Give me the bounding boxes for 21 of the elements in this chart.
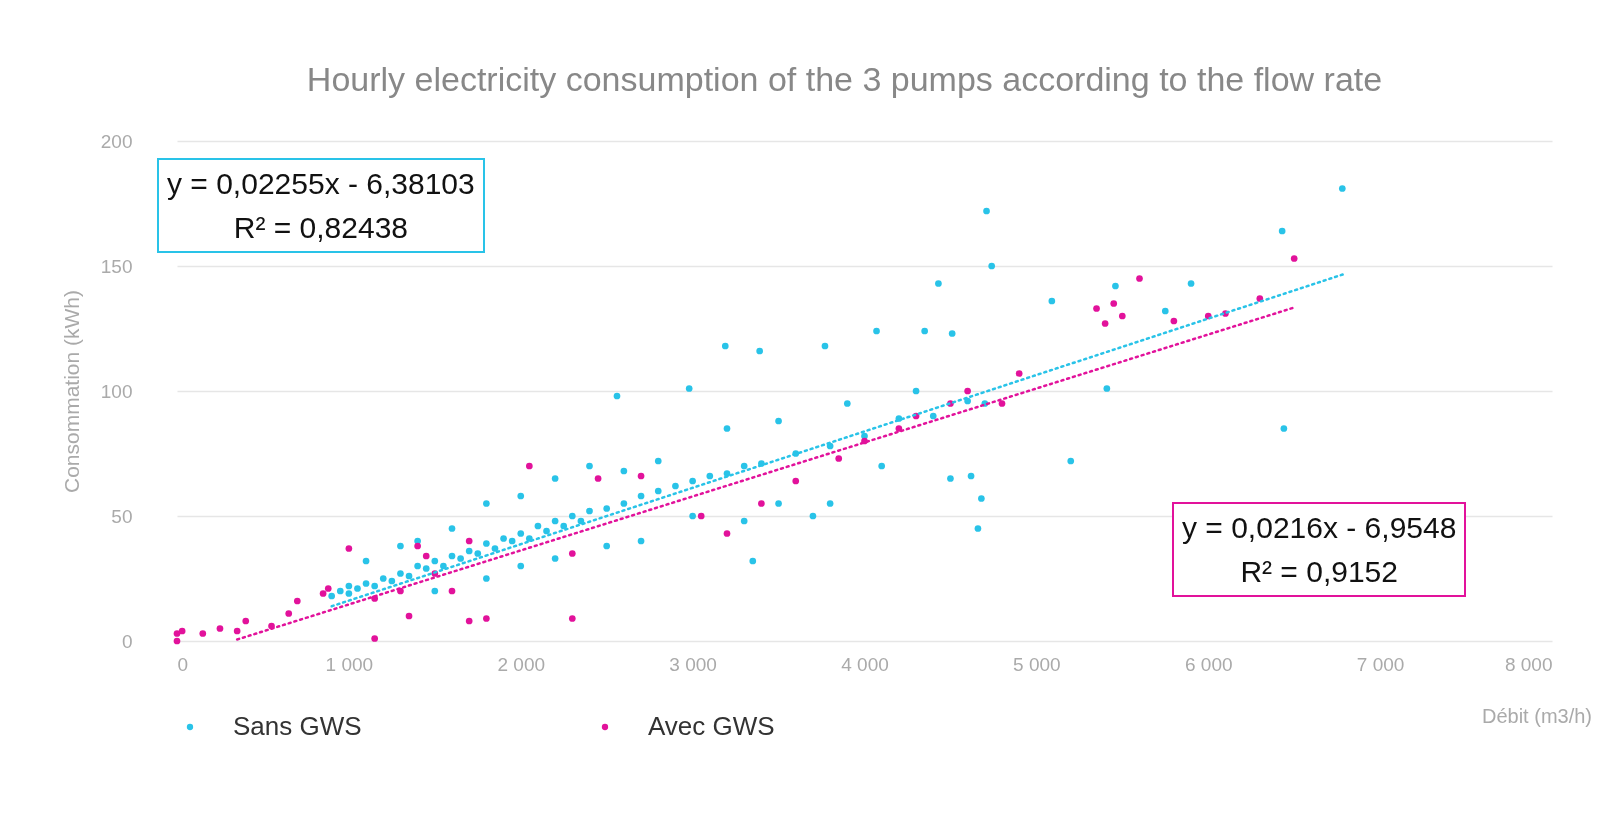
x-axis-title: Débit (m3/h) xyxy=(1481,705,1592,727)
x-tick-label: 1 000 xyxy=(325,653,374,675)
x-tick-label: 7 000 xyxy=(1356,653,1405,675)
x-tick-label: 5 000 xyxy=(1013,653,1061,675)
y-axis-title: Consommation (kWh) xyxy=(59,289,83,494)
x-tick-label: 3 000 xyxy=(669,653,717,675)
y-tick-label: 150 xyxy=(100,255,133,277)
annotation: y = 0,02255x - 6,38103 R² = 0,82438 xyxy=(157,158,485,253)
chart-title: Hourly electricity consumption of the 3 pumps according to the flow rate xyxy=(306,60,1383,98)
y-tick-label: 50 xyxy=(111,505,133,527)
x-tick-label: 4 000 xyxy=(841,653,889,675)
annotation: y = 0,0216x - 6,9548 R² = 0,9152 xyxy=(1172,502,1467,597)
x-tick-label: 8 000 xyxy=(1504,653,1553,675)
y-tick-label: 200 xyxy=(100,130,133,152)
y-tick-label: 0 xyxy=(121,630,133,652)
x-tick-label: 6 000 xyxy=(1184,653,1233,675)
y-tick-label: 100 xyxy=(100,380,133,402)
legend-label: Avec GWS xyxy=(648,711,775,741)
x-tick-label: 2 000 xyxy=(497,653,546,675)
legend-label: Sans GWS xyxy=(233,711,362,741)
x-tick-label: 0 xyxy=(177,653,189,675)
